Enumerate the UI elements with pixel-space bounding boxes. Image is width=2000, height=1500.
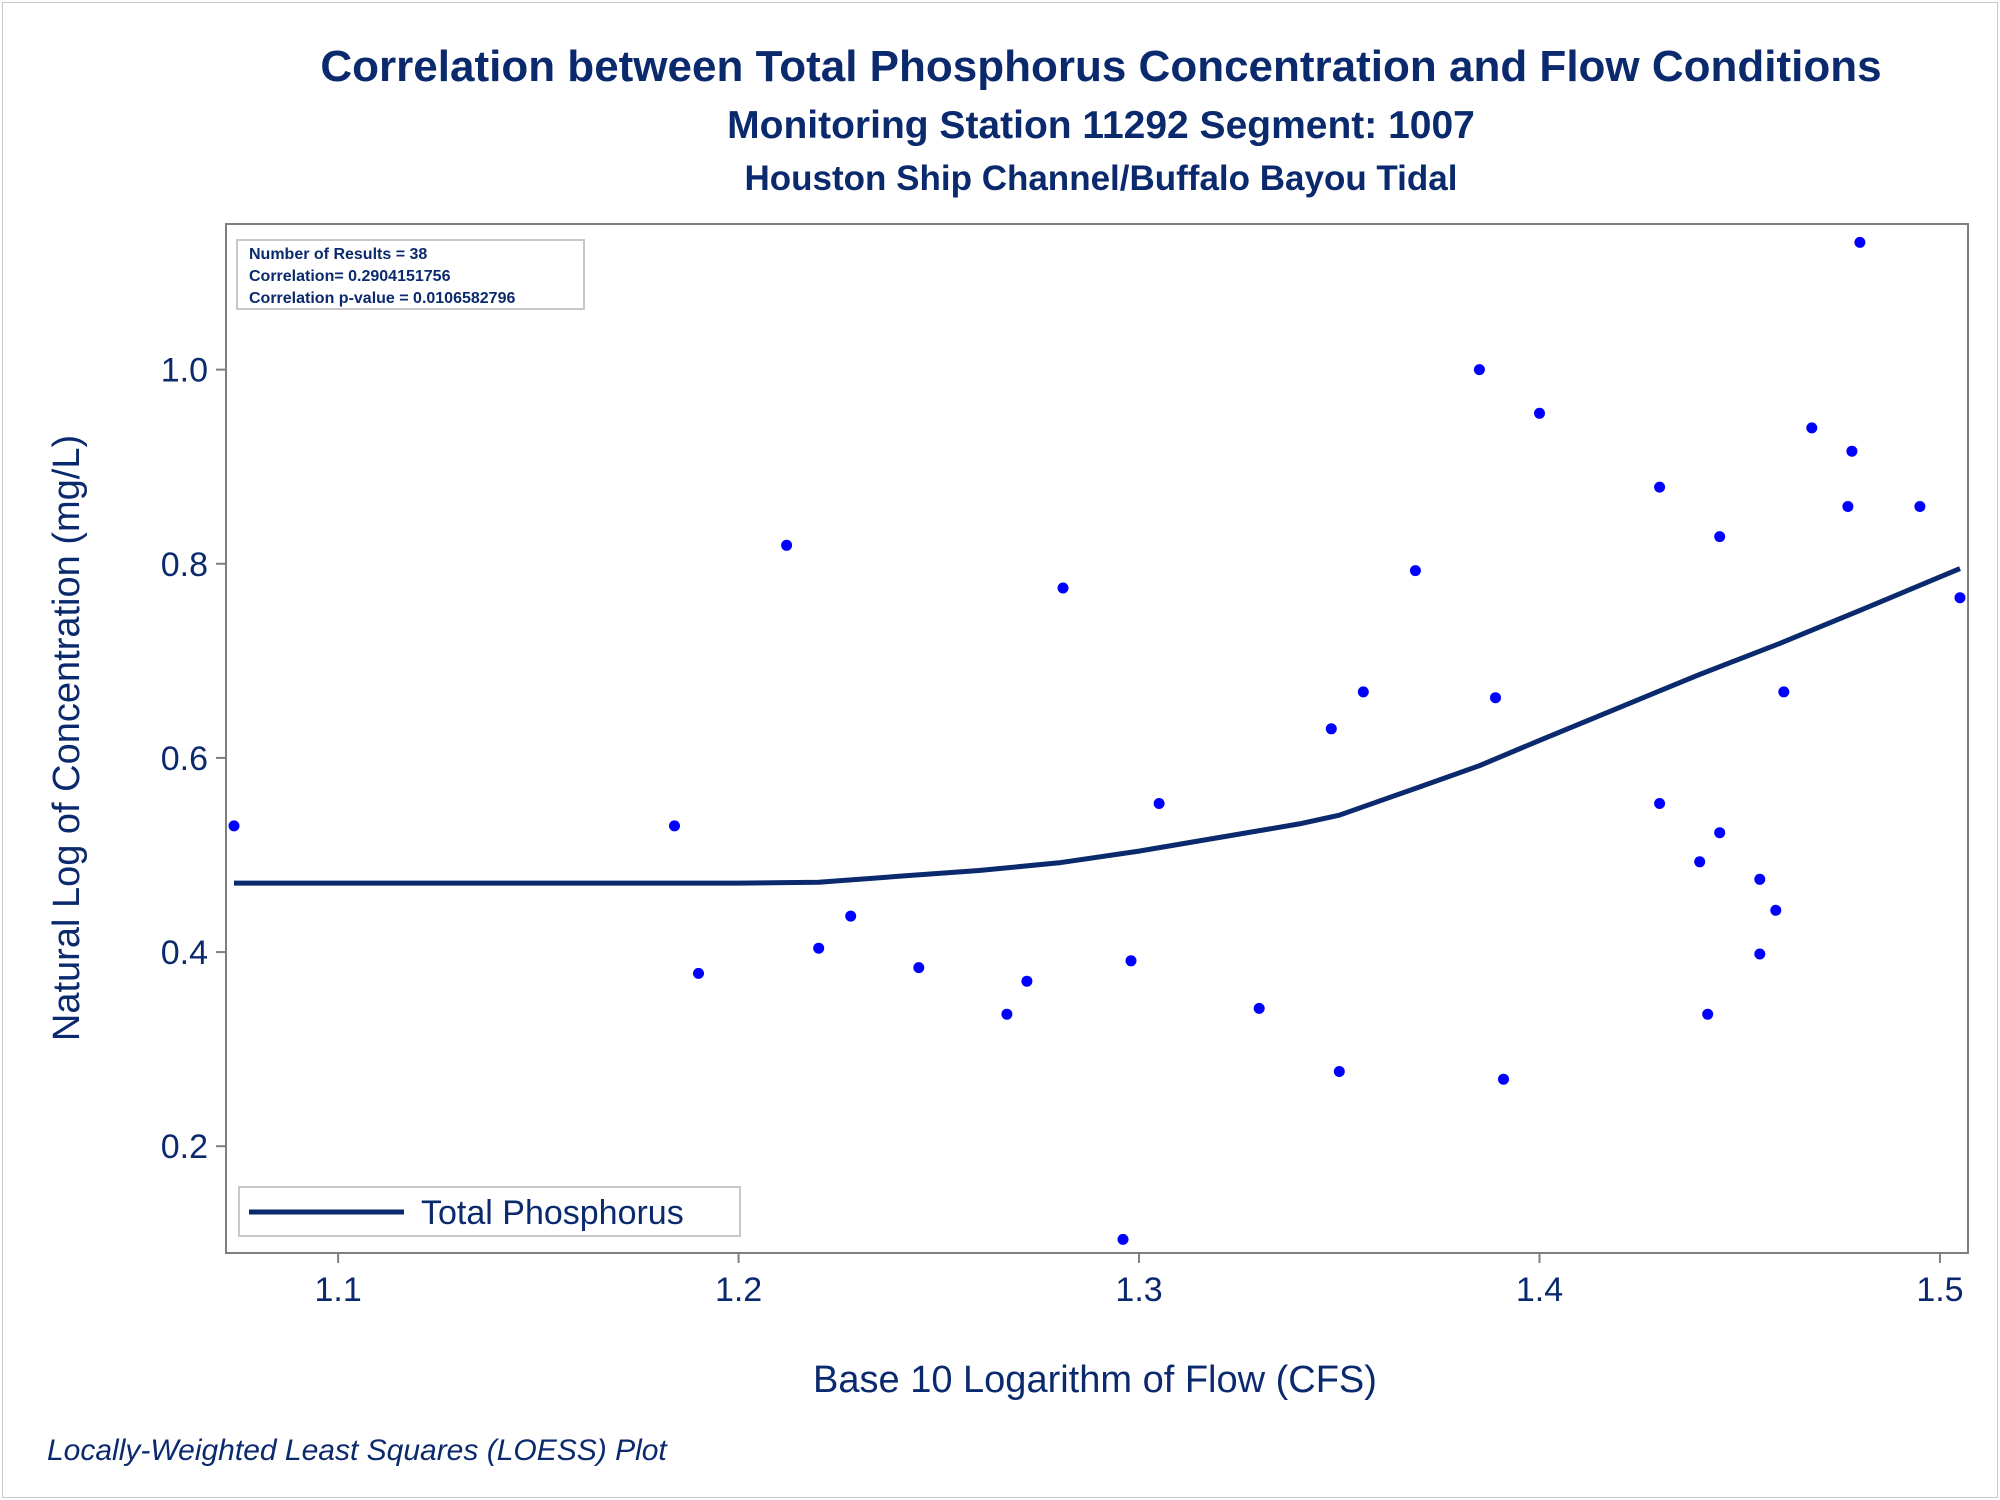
- x-axis-label: Base 10 Logarithm of Flow (CFS): [813, 1359, 1377, 1401]
- legend: Total Phosphorus: [238, 1186, 741, 1237]
- scatter-points: [228, 236, 1966, 1245]
- data-point: [1125, 955, 1137, 967]
- data-point: [1702, 1008, 1714, 1020]
- data-point: [1117, 1233, 1129, 1245]
- data-point: [1770, 904, 1782, 916]
- data-point: [1754, 873, 1766, 885]
- data-point: [1021, 975, 1033, 987]
- y-tick-label: 0.2: [161, 1128, 208, 1166]
- data-point: [1914, 501, 1926, 512]
- data-point: [781, 539, 793, 551]
- data-point: [693, 967, 704, 979]
- x-tick-label: 1.3: [1115, 1271, 1162, 1309]
- data-point: [813, 942, 825, 954]
- stats-count: Number of Results = 38: [249, 246, 427, 263]
- y-axis: 0.2 0.4 0.6 0.8 1.0: [161, 352, 226, 1166]
- stats-box-frame: [236, 239, 585, 310]
- y-tick-label: 1.0: [161, 352, 208, 390]
- y-tick-label: 0.4: [161, 934, 208, 972]
- footnote: Locally-Weighted Least Squares (LOESS) P…: [47, 1434, 668, 1467]
- data-point: [1473, 364, 1485, 376]
- data-point: [1333, 1066, 1345, 1077]
- data-point: [1498, 1073, 1509, 1085]
- data-point: [1534, 407, 1545, 419]
- plot-area: [225, 223, 1969, 1254]
- y-tick-label: 0.6: [161, 740, 208, 778]
- data-point: [1654, 798, 1666, 809]
- stats-p-value: Correlation p-value = 0.0106582796: [249, 290, 515, 307]
- data-point: [1409, 565, 1421, 577]
- data-point: [1854, 236, 1866, 248]
- data-point: [1842, 501, 1854, 512]
- legend-label: Total Phosphorus: [421, 1194, 684, 1232]
- data-point: [1846, 445, 1858, 457]
- data-point: [669, 820, 680, 832]
- data-point: [1654, 481, 1666, 493]
- data-point: [1954, 592, 1966, 604]
- data-point: [1714, 827, 1726, 839]
- stats-correlation: Correlation= 0.2904151756: [249, 268, 451, 285]
- data-point: [1714, 531, 1726, 543]
- chart-subtitle-2: Houston Ship Channel/Buffalo Bayou Tidal: [745, 159, 1458, 198]
- data-point: [845, 910, 857, 922]
- data-point: [1806, 422, 1818, 434]
- data-point: [1153, 798, 1165, 809]
- data-point: [1325, 723, 1337, 735]
- x-tick-label: 1.1: [314, 1271, 361, 1309]
- x-tick-label: 1.4: [1516, 1271, 1563, 1309]
- stats-box: Number of Results = 38 Correlation= 0.29…: [236, 239, 585, 310]
- data-point: [1490, 692, 1501, 704]
- data-point: [1253, 1002, 1265, 1014]
- chart-svg: Correlation between Total Phosphorus Con…: [46, 42, 1969, 1467]
- data-point: [1001, 1008, 1013, 1020]
- data-point: [1357, 686, 1369, 698]
- data-point: [228, 820, 240, 832]
- chart-subtitle: Monitoring Station 11292 Segment: 1007: [727, 104, 1475, 147]
- data-point: [1057, 582, 1069, 594]
- y-axis-label: Natural Log of Concentration (mg/L): [46, 435, 88, 1041]
- data-point: [1778, 686, 1790, 698]
- data-point: [1754, 948, 1766, 960]
- chart-title: Correlation between Total Phosphorus Con…: [320, 42, 1881, 91]
- x-tick-label: 1.5: [1916, 1271, 1963, 1309]
- y-tick-label: 0.8: [161, 546, 208, 584]
- data-point: [913, 962, 925, 974]
- loess-line: [234, 566, 1961, 886]
- x-axis: 1.1 1.2 1.3 1.4 1.5: [314, 1253, 1964, 1309]
- x-tick-label: 1.2: [715, 1271, 762, 1309]
- data-point: [1694, 856, 1706, 868]
